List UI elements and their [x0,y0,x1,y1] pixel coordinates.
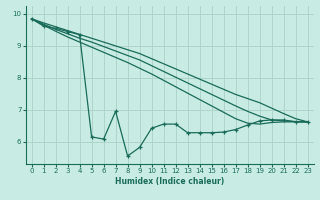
X-axis label: Humidex (Indice chaleur): Humidex (Indice chaleur) [115,177,224,186]
